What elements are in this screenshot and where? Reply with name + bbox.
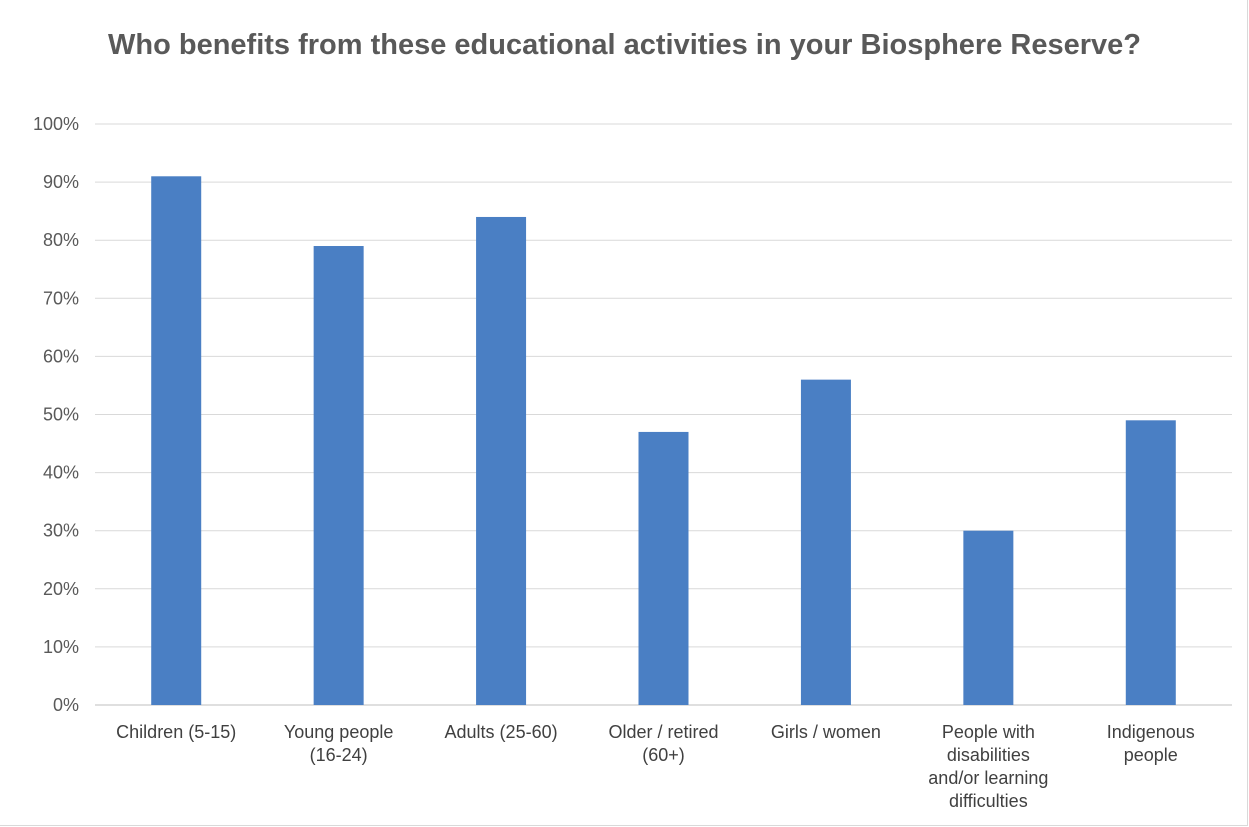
bar-7 bbox=[1125, 420, 1176, 705]
bar-1 bbox=[151, 176, 202, 706]
y-tick-label: 30% bbox=[43, 521, 79, 541]
x-category-label: Adults (25-60) bbox=[445, 722, 558, 742]
y-tick-label: 60% bbox=[43, 346, 79, 366]
x-category-label: Children (5-15) bbox=[116, 722, 236, 742]
y-tick-label: 90% bbox=[43, 172, 79, 192]
y-tick-label: 20% bbox=[43, 579, 79, 599]
bar-6 bbox=[963, 530, 1014, 705]
y-tick-label: 0% bbox=[53, 695, 79, 715]
bar-4 bbox=[638, 431, 689, 705]
y-tick-label: 80% bbox=[43, 230, 79, 250]
x-category-label: Young people (16-24) bbox=[284, 722, 393, 765]
y-tick-label: 40% bbox=[43, 463, 79, 483]
chart-title-text: Who benefits from these educational acti… bbox=[108, 29, 1141, 61]
bar-3 bbox=[476, 216, 527, 705]
bar-5 bbox=[800, 379, 851, 705]
y-tick-label: 10% bbox=[43, 637, 79, 657]
x-category-label: Indigenous people bbox=[1107, 722, 1195, 765]
x-category-label: Older / retired (60+) bbox=[608, 722, 718, 765]
bar-2 bbox=[313, 246, 364, 705]
x-category-label: Girls / women bbox=[771, 722, 881, 742]
x-category-label: People with disabilities and/or learning di… bbox=[928, 722, 1048, 811]
y-tick-label: 50% bbox=[43, 405, 79, 425]
y-tick-label: 70% bbox=[43, 288, 79, 308]
y-tick-label: 100% bbox=[33, 114, 79, 134]
chart-title: Who benefits from these educational acti… bbox=[0, 28, 1249, 63]
bars bbox=[151, 176, 1176, 706]
x-axis: Children (5-15) Young people (16-24) Adults… bbox=[116, 722, 1195, 811]
y-axis: 0% 10% 20% 30% 40% 50% 60% 70% 80% 90% 100% bbox=[33, 114, 79, 715]
